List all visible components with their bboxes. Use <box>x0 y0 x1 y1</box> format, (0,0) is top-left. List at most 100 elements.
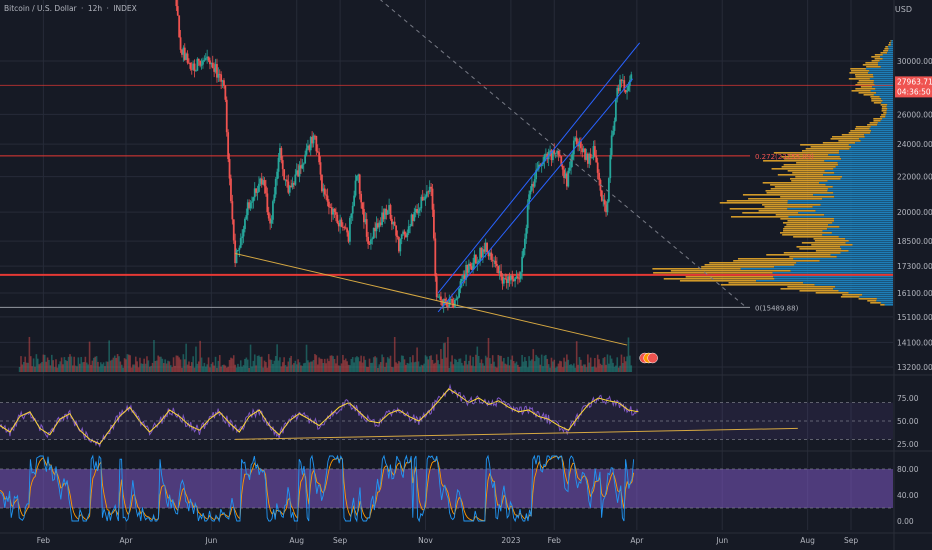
candle-body <box>624 89 627 93</box>
volume-profile-bar-up <box>845 242 893 244</box>
volume-profile-bar-up <box>860 140 893 142</box>
candle-body <box>498 271 501 274</box>
volume-bar <box>507 356 509 372</box>
candle-body <box>463 274 466 280</box>
candle-body <box>606 201 609 213</box>
volume-bar <box>503 357 505 372</box>
volume-bar <box>293 363 295 372</box>
volume-bar <box>430 355 432 372</box>
candle-body <box>235 250 238 264</box>
volume-bar <box>584 364 586 372</box>
candle-body <box>413 212 416 221</box>
exchange-label: INDEX <box>113 4 137 13</box>
volume-bar <box>227 366 229 372</box>
volume-bar <box>221 364 224 372</box>
volume-profile-bar-up <box>876 92 893 94</box>
volume-bar <box>168 361 171 372</box>
volume-bar <box>253 354 256 372</box>
candle-body <box>181 49 183 55</box>
volume-profile-bar-down <box>742 194 814 196</box>
candle-body <box>351 205 354 214</box>
candle-body <box>476 262 479 264</box>
volume-bar <box>164 359 166 372</box>
time-axis-label: 2023 <box>501 536 520 545</box>
candle-body <box>526 203 529 229</box>
candle-body <box>420 196 423 209</box>
volume-bar <box>601 365 603 372</box>
volume-bar <box>582 364 585 372</box>
volume-profile-bar-down <box>884 48 889 50</box>
volume-profile-bar-down <box>793 236 839 238</box>
volume-bar <box>35 354 38 372</box>
candle-body <box>316 151 319 153</box>
volume-profile-bar-up <box>793 258 893 260</box>
volume-bar <box>67 356 70 372</box>
candle-body <box>452 303 455 308</box>
volume-profile-bar-down <box>815 250 849 252</box>
candle-body <box>287 181 290 193</box>
volume-profile <box>652 40 893 306</box>
volume-bar <box>426 356 428 372</box>
volume-bar <box>416 347 418 372</box>
volume-bar <box>360 355 362 372</box>
volume-profile-bar-up <box>814 284 893 286</box>
volume-profile-bar-down <box>885 46 889 48</box>
candle-body <box>213 68 216 72</box>
volume-bar <box>431 359 434 372</box>
candle-body <box>400 234 403 239</box>
volume-bar <box>501 361 504 372</box>
volume-profile-bar-up <box>851 146 893 148</box>
candle-body <box>556 150 558 153</box>
volume-profile-bar-up <box>877 62 893 64</box>
candle-body <box>427 191 430 193</box>
volume-bar <box>353 362 355 372</box>
candle-body <box>539 164 542 166</box>
volume-profile-bar-down <box>774 186 833 188</box>
candle-body <box>298 165 301 177</box>
candle-body <box>342 226 344 228</box>
candle-body <box>509 275 512 281</box>
volume-bar <box>585 367 588 372</box>
volume-profile-bar-down <box>652 268 741 270</box>
volume-bar <box>482 363 484 372</box>
candle-body <box>217 73 220 78</box>
volume-profile-bar-up <box>774 278 893 280</box>
candle-body <box>333 208 336 213</box>
volume-bar <box>288 357 291 372</box>
volume-bar <box>111 359 113 372</box>
candle-body <box>551 150 554 161</box>
volume-bar <box>382 357 385 372</box>
volume-bar <box>568 364 571 372</box>
volume-profile-bar-down <box>830 138 860 140</box>
volume-profile-bar-down <box>737 258 794 260</box>
candle-body <box>193 63 196 71</box>
candle-body <box>381 212 384 225</box>
candle-body <box>491 259 494 261</box>
price-axis-label: 20000.00 <box>897 208 932 217</box>
candle-body <box>297 170 300 177</box>
candle-body <box>347 232 350 242</box>
volume-profile-bar-down <box>786 224 829 226</box>
candle-body <box>189 62 192 69</box>
volume-bar <box>207 357 210 372</box>
volume-bar <box>378 364 381 372</box>
volume-bar <box>323 358 326 372</box>
volume-bar <box>624 361 627 372</box>
candle-body <box>311 137 314 144</box>
volume-bar <box>80 357 82 372</box>
volume-bar <box>606 354 609 372</box>
volume-profile-bar-up <box>827 180 893 182</box>
volume-bar <box>235 367 238 372</box>
volume-bar <box>220 366 222 372</box>
price-axis-label: 14100.00 <box>897 338 932 347</box>
candle-body <box>598 172 600 180</box>
volume-bar <box>60 357 63 372</box>
volume-bar <box>52 360 54 372</box>
volume-bar <box>326 358 329 372</box>
volume-bar <box>237 363 239 372</box>
volume-bar <box>239 360 242 372</box>
volume-bar <box>210 363 213 372</box>
candle-body <box>262 180 265 185</box>
volume-bar <box>263 360 266 372</box>
